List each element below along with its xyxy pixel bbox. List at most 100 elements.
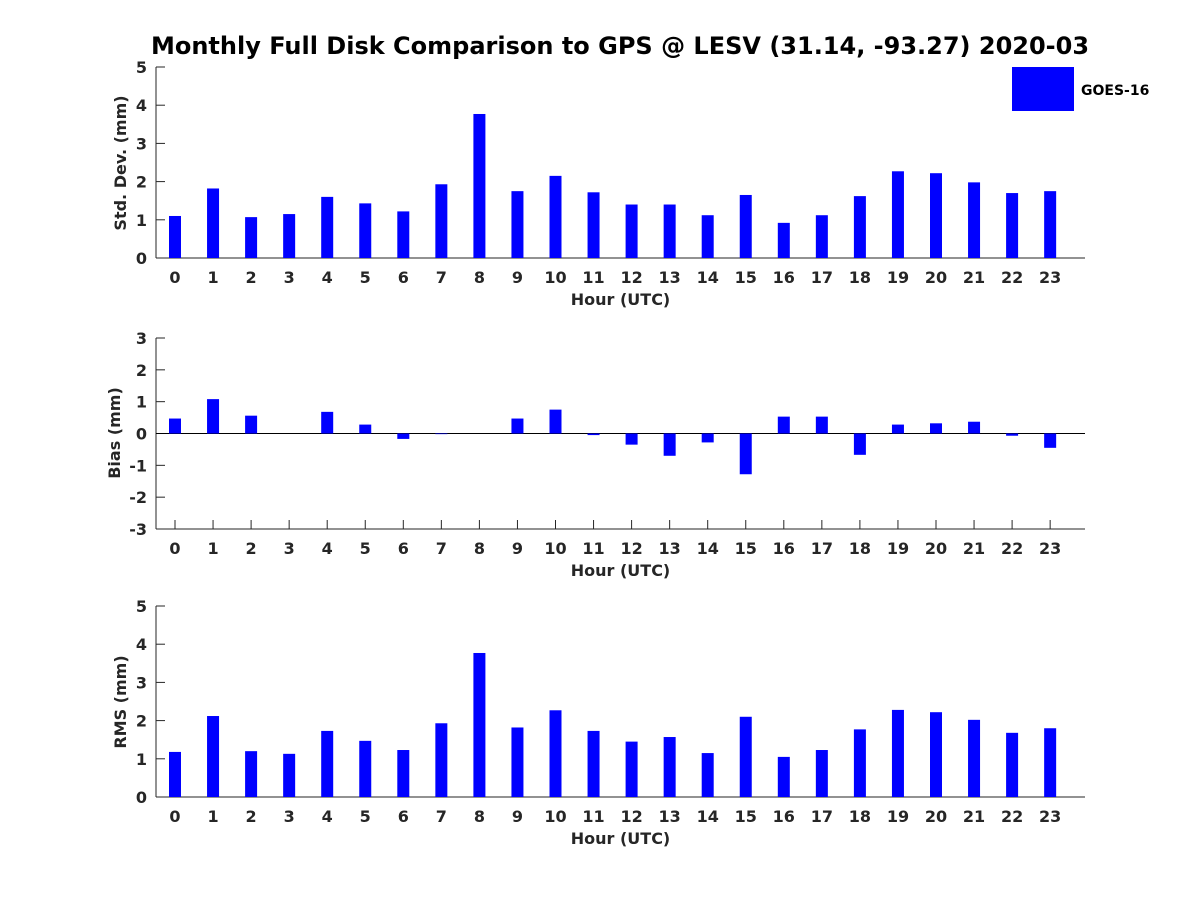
- std-dev-bar-hour-16: [777, 222, 790, 258]
- rms-bar-hour-22: [1006, 732, 1019, 797]
- bias-x-axis-label: Hour (UTC): [571, 561, 671, 580]
- std-dev-bar-hour-18: [853, 196, 866, 258]
- std-dev-bar-hour-12: [625, 204, 638, 258]
- std-dev-bar-hour-21: [968, 182, 981, 258]
- bias-ytick-label: -3: [129, 520, 147, 539]
- rms-ytick-label: 4: [136, 635, 147, 654]
- rms-xtick-label: 7: [436, 807, 447, 826]
- rms-bar-hour-6: [397, 750, 410, 797]
- bias-bar-hour-0: [169, 418, 181, 434]
- rms-ytick-label: 3: [136, 673, 147, 692]
- rms-xtick-label: 12: [620, 807, 642, 826]
- rms-xtick-label: 18: [849, 807, 871, 826]
- bias-y-axis-label: Bias (mm): [105, 387, 124, 479]
- bias-xtick-label: 19: [887, 539, 909, 558]
- std-dev-bar-hour-15: [739, 194, 752, 258]
- std-dev-xtick-label: 2: [246, 268, 257, 287]
- rms-bar-hour-2: [245, 751, 258, 797]
- bias-bar-hour-6: [397, 433, 410, 439]
- rms-xtick-label: 2: [246, 807, 257, 826]
- bias-xtick-label: 20: [925, 539, 947, 558]
- bias-xtick-label: 5: [360, 539, 371, 558]
- std-dev-xtick-label: 11: [582, 268, 604, 287]
- bias-xtick-label: 2: [246, 539, 257, 558]
- std-dev-bar-hour-14: [701, 215, 714, 258]
- std-dev-bar-hour-9: [511, 191, 524, 258]
- rms-bar-hour-9: [511, 727, 524, 797]
- std-dev-bar-hour-11: [587, 192, 600, 258]
- rms-bar-hour-23: [1044, 728, 1057, 797]
- rms-xtick-label: 0: [169, 807, 180, 826]
- bias-xtick-label: 7: [436, 539, 447, 558]
- bias-xtick-label: 0: [169, 539, 180, 558]
- std-dev-bar-hour-13: [663, 204, 676, 258]
- bias-bar-hour-1: [207, 399, 220, 434]
- std-dev-bar-hour-2: [245, 217, 258, 258]
- legend-label-goes-16: GOES-16: [1081, 83, 1149, 99]
- rms-xtick-label: 10: [544, 807, 566, 826]
- std-dev-xtick-label: 22: [1001, 268, 1023, 287]
- rms-ytick-label: 0: [136, 788, 147, 807]
- bias-xtick-label: 9: [512, 539, 523, 558]
- rms-xtick-label: 22: [1001, 807, 1023, 826]
- std-dev-bar-hour-19: [891, 171, 904, 258]
- bias-xtick-label: 10: [544, 539, 566, 558]
- std-dev-bar-hour-1: [207, 188, 220, 258]
- bias-bar-hour-14: [701, 433, 714, 443]
- bias-bar-hour-17: [815, 416, 828, 434]
- rms-bar-hour-4: [321, 730, 334, 797]
- bias-bar-hour-4: [321, 411, 334, 434]
- bias-bar-hour-5: [359, 424, 372, 434]
- rms-bar-hour-14: [701, 753, 714, 797]
- rms-bar-hour-10: [549, 710, 562, 797]
- rms-x-axis-label: Hour (UTC): [571, 829, 671, 848]
- rms-xtick-label: 23: [1039, 807, 1061, 826]
- bias-xtick-label: 1: [207, 539, 218, 558]
- std-dev-ytick-label: 3: [136, 134, 147, 153]
- bias-ytick-label: -1: [129, 456, 147, 475]
- bias-bar-hour-9: [511, 418, 524, 434]
- bias-bar-hour-22: [1006, 433, 1019, 436]
- std-dev-xtick-label: 6: [398, 268, 409, 287]
- rms-bar-hour-18: [853, 729, 866, 797]
- rms-xtick-label: 4: [322, 807, 333, 826]
- rms-xtick-label: 19: [887, 807, 909, 826]
- std-dev-xtick-label: 10: [544, 268, 566, 287]
- std-dev-ytick-label: 0: [136, 249, 147, 268]
- rms-bar-hour-12: [625, 741, 638, 797]
- bias-bar-hour-2: [245, 415, 258, 434]
- bias-xtick-label: 4: [322, 539, 333, 558]
- rms-xtick-label: 8: [474, 807, 485, 826]
- rms-xtick-label: 21: [963, 807, 985, 826]
- bias-ytick-label: -2: [129, 488, 147, 507]
- std-dev-xtick-label: 13: [659, 268, 681, 287]
- rms-bar-hour-21: [968, 719, 981, 797]
- std-dev-ytick-label: 5: [136, 58, 147, 77]
- rms-y-axis-label: RMS (mm): [111, 655, 130, 748]
- rms-bar-hour-17: [815, 750, 828, 797]
- bias-ytick-label: 2: [136, 361, 147, 380]
- bias-bar-hour-7: [435, 433, 448, 435]
- bias-ytick-label: 0: [136, 425, 147, 444]
- std-dev-xtick-label: 17: [811, 268, 833, 287]
- rms-bar-hour-16: [777, 756, 790, 797]
- bias-bar-hour-21: [968, 421, 981, 434]
- std-dev-xtick-label: 8: [474, 268, 485, 287]
- rms-bar-hour-11: [587, 730, 600, 797]
- std-dev-y-axis-label: Std. Dev. (mm): [111, 95, 130, 230]
- bias-bar-hour-23: [1044, 433, 1057, 448]
- std-dev-bar-hour-23: [1044, 191, 1057, 258]
- std-dev-bar-hour-22: [1006, 193, 1019, 258]
- bias-bar-hour-12: [625, 433, 638, 445]
- bias-xtick-label: 18: [849, 539, 871, 558]
- bias-xtick-label: 23: [1039, 539, 1061, 558]
- std-dev-xtick-label: 19: [887, 268, 909, 287]
- std-dev-bar-hour-7: [435, 184, 448, 258]
- rms-bar-hour-5: [359, 740, 372, 797]
- rms-ytick-label: 5: [136, 597, 147, 616]
- bias-xtick-label: 6: [398, 539, 409, 558]
- rms-xtick-label: 3: [284, 807, 295, 826]
- std-dev-xtick-label: 21: [963, 268, 985, 287]
- bias-xtick-label: 12: [620, 539, 642, 558]
